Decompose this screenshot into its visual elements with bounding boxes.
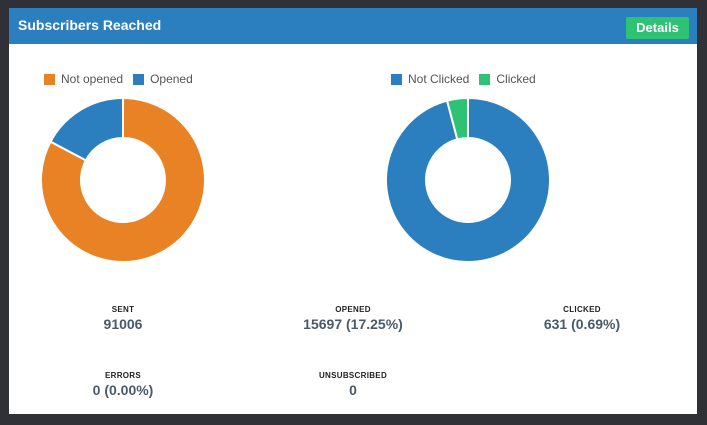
stat-errors-value: 0 (0.00%) bbox=[92, 382, 154, 398]
legend-swatch-opened bbox=[133, 73, 145, 85]
legend-item-opened[interactable]: Opened bbox=[133, 72, 193, 86]
donut-slice-not-clicked[interactable] bbox=[385, 97, 551, 263]
stat-unsubscribed-value: 0 bbox=[349, 382, 357, 398]
legend-item-not-clicked[interactable]: Not Clicked bbox=[391, 72, 469, 86]
legend-swatch-not-clicked bbox=[391, 73, 402, 85]
legend-label-not-opened: Not opened bbox=[61, 72, 124, 86]
donut-slice-clicked[interactable] bbox=[445, 97, 469, 141]
legend-label-opened: Opened bbox=[150, 72, 193, 86]
clicked-chart-legend: Not Clicked Clicked bbox=[391, 71, 546, 87]
legend-swatch-clicked bbox=[479, 73, 491, 85]
legend-item-not-opened[interactable]: Not opened bbox=[44, 72, 123, 86]
stat-unsubscribed: UNSUBSCRIBED 0 bbox=[263, 370, 443, 398]
stat-unsubscribed-label: UNSUBSCRIBED bbox=[318, 371, 388, 380]
stat-sent-label: SENT bbox=[111, 305, 135, 314]
stat-sent: SENT 91006 bbox=[33, 304, 213, 332]
legend-label-not-clicked: Not Clicked bbox=[408, 72, 470, 86]
stat-clicked-value: 631 (0.69%) bbox=[543, 316, 621, 332]
legend-swatch-not-opened bbox=[44, 73, 55, 85]
stat-opened-value: 15697 (17.25%) bbox=[303, 316, 403, 332]
stat-clicked-label: CLICKED bbox=[563, 305, 601, 314]
panel-title: Subscribers Reached bbox=[18, 17, 162, 33]
donut-slice-opened[interactable] bbox=[49, 97, 124, 162]
stat-sent-value: 91006 bbox=[103, 316, 143, 332]
opened-donut-chart bbox=[40, 97, 206, 263]
legend-item-clicked[interactable]: Clicked bbox=[479, 72, 536, 86]
legend-label-clicked: Clicked bbox=[496, 72, 536, 86]
panel-header: Subscribers Reached Details bbox=[9, 8, 697, 44]
subscribers-reached-panel: Subscribers Reached Details Not opened O… bbox=[9, 8, 697, 414]
stat-opened: OPENED 15697 (17.25%) bbox=[263, 304, 443, 332]
opened-chart-legend: Not opened Opened bbox=[44, 71, 203, 87]
stat-errors: ERRORS 0 (0.00%) bbox=[33, 370, 213, 398]
stat-opened-label: OPENED bbox=[335, 305, 371, 314]
details-button[interactable]: Details bbox=[626, 17, 689, 39]
donut-slice-not-opened[interactable] bbox=[40, 97, 206, 263]
clicked-donut-chart bbox=[385, 97, 551, 263]
stat-clicked: CLICKED 631 (0.69%) bbox=[492, 304, 672, 332]
stat-errors-label: ERRORS bbox=[104, 371, 142, 380]
